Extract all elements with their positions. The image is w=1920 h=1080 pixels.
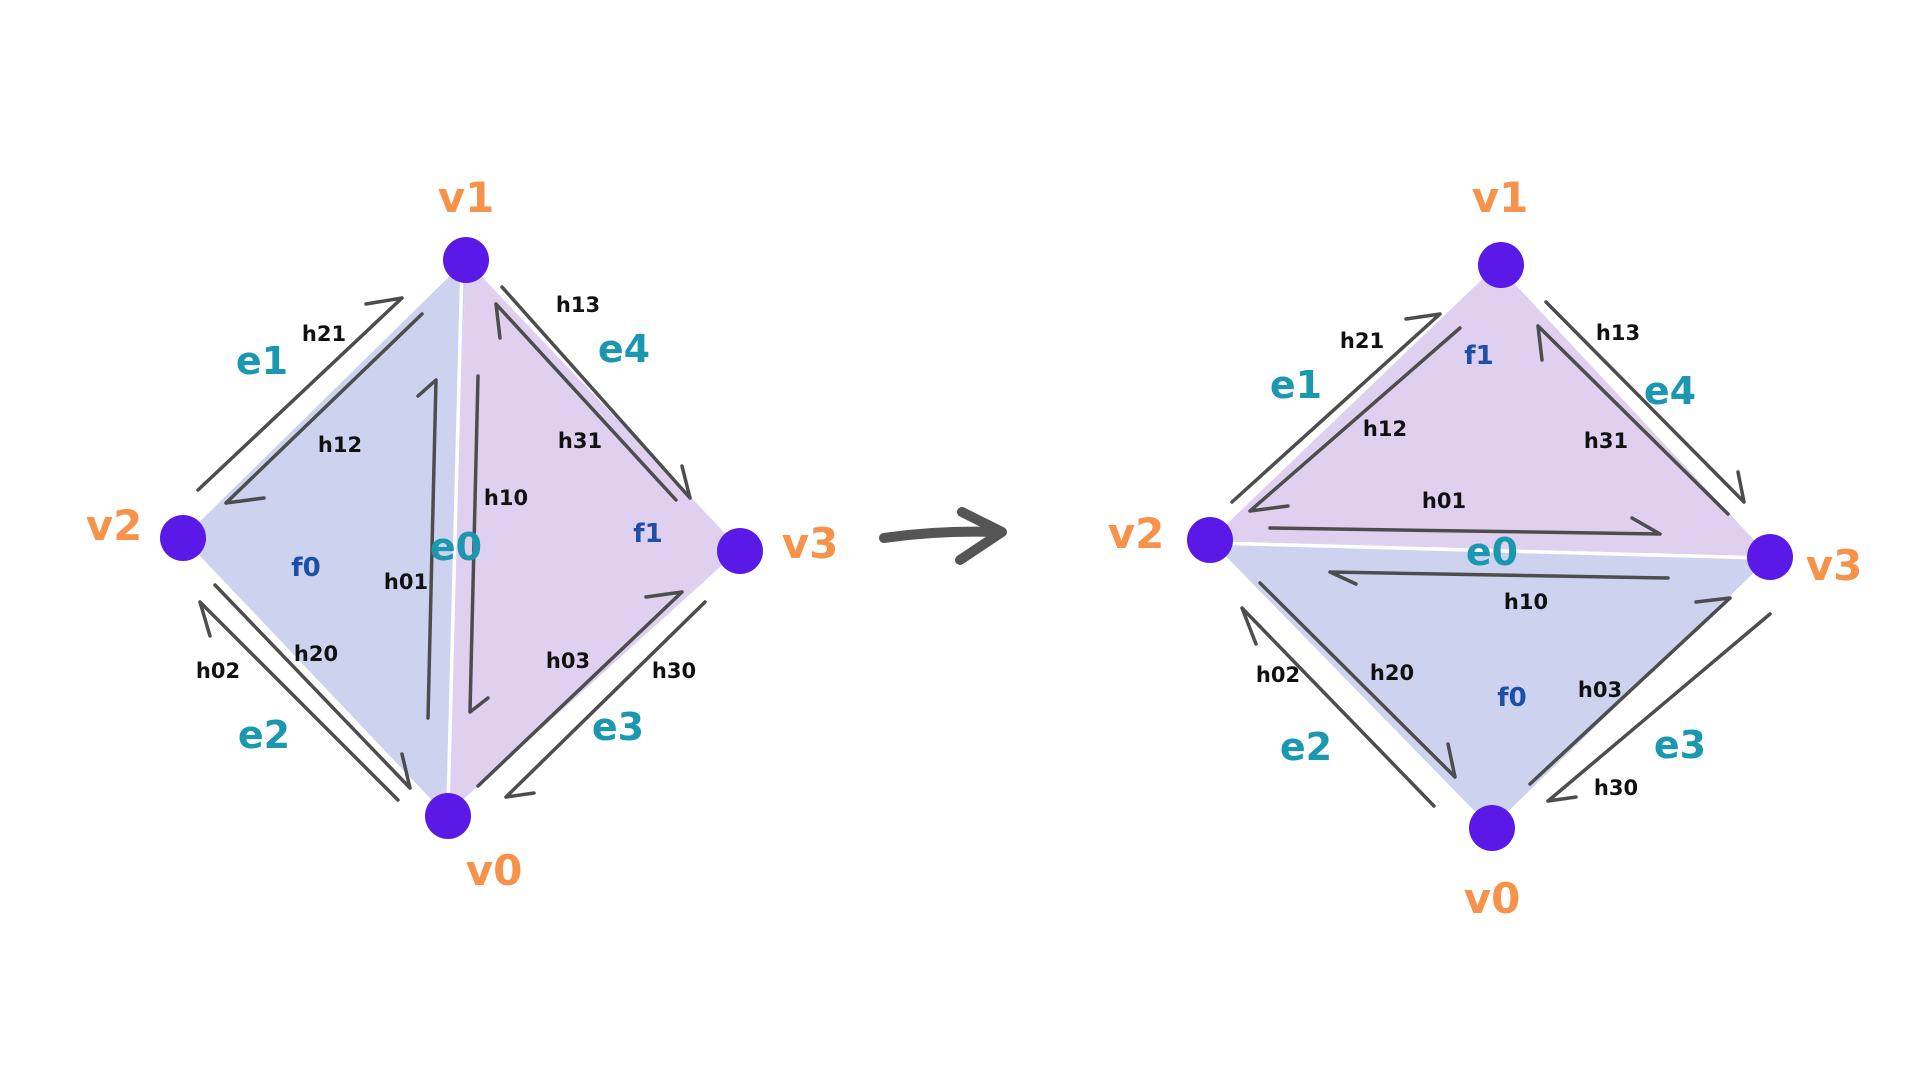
left-halfedge-h02 bbox=[198, 600, 400, 802]
left-vertex-label-v1: v1 bbox=[438, 173, 495, 222]
right-mesh: v1 v2 v3 v0 e1 e4 e0 e2 e3 h21 h12 h13 h… bbox=[1108, 173, 1863, 923]
left-halfedge-h30 bbox=[504, 600, 707, 799]
right-face-label-f1: f1 bbox=[1464, 341, 1493, 371]
left-face-f0 bbox=[183, 260, 466, 815]
left-halfedge-h12 bbox=[224, 312, 424, 505]
right-face-f0 bbox=[1210, 540, 1770, 828]
right-edge-label-e3: e3 bbox=[1654, 723, 1706, 767]
right-vertex-v1 bbox=[1478, 242, 1524, 288]
right-vertex-label-v2: v2 bbox=[1108, 509, 1165, 558]
right-halfedge-label-h03: h03 bbox=[1578, 678, 1622, 702]
right-edge-label-e2: e2 bbox=[1280, 725, 1332, 769]
right-halfedge-label-h20: h20 bbox=[1370, 661, 1414, 685]
left-halfedge-h20 bbox=[213, 583, 412, 790]
right-edge-label-e1: e1 bbox=[1270, 363, 1322, 407]
left-vertex-v3 bbox=[717, 528, 763, 574]
right-halfedge-h01 bbox=[1268, 516, 1662, 536]
right-halfedge-label-h02: h02 bbox=[1256, 663, 1300, 687]
right-halfedge-h30 bbox=[1546, 612, 1772, 803]
right-halfedge-h03 bbox=[1528, 596, 1732, 786]
left-halfedge-label-h10: h10 bbox=[484, 486, 528, 510]
right-face-label-f0: f0 bbox=[1497, 683, 1526, 713]
right-vertex-v0 bbox=[1469, 805, 1515, 851]
left-vertex-label-v3: v3 bbox=[782, 519, 839, 568]
right-vertex-v2 bbox=[1187, 517, 1233, 563]
right-halfedge-h20 bbox=[1258, 581, 1457, 779]
left-vertex-label-v0: v0 bbox=[466, 846, 523, 895]
left-edge-e0 bbox=[446, 265, 464, 809]
right-arrow-icon bbox=[879, 507, 1007, 565]
right-halfedge-label-h31: h31 bbox=[1584, 429, 1628, 453]
right-vertex-v3 bbox=[1747, 534, 1793, 580]
left-halfedge-label-h01: h01 bbox=[384, 570, 428, 594]
right-halfedge-label-h13: h13 bbox=[1596, 321, 1640, 345]
right-face-f1 bbox=[1210, 265, 1770, 557]
right-halfedge-label-h12: h12 bbox=[1363, 417, 1407, 441]
left-edge-label-e2: e2 bbox=[238, 713, 290, 757]
right-halfedge-h31 bbox=[1536, 324, 1730, 516]
left-halfedge-h21 bbox=[196, 296, 404, 492]
left-halfedge-h01 bbox=[416, 378, 438, 720]
left-edge-label-e1: e1 bbox=[236, 339, 288, 383]
right-halfedge-h10 bbox=[1328, 570, 1670, 586]
right-edge-label-e4: e4 bbox=[1644, 369, 1696, 413]
left-face-label-f0: f0 bbox=[291, 553, 320, 583]
right-halfedge-h21 bbox=[1230, 312, 1442, 504]
right-halfedge-label-h10: h10 bbox=[1504, 590, 1548, 614]
left-vertex-label-v2: v2 bbox=[86, 501, 143, 550]
right-halfedge-label-h30: h30 bbox=[1594, 776, 1638, 800]
left-halfedge-label-h12: h12 bbox=[318, 433, 362, 457]
left-halfedge-label-h31: h31 bbox=[558, 429, 602, 453]
right-halfedge-label-h21: h21 bbox=[1340, 329, 1384, 353]
left-halfedge-label-h02: h02 bbox=[196, 659, 240, 683]
left-halfedge-label-h03: h03 bbox=[546, 649, 590, 673]
left-halfedge-label-h21: h21 bbox=[302, 322, 346, 346]
right-halfedge-h02 bbox=[1240, 606, 1436, 808]
left-halfedge-h31 bbox=[494, 302, 678, 502]
right-halfedge-h12 bbox=[1248, 326, 1462, 513]
right-halfedge-label-h01: h01 bbox=[1422, 489, 1466, 513]
left-edge-label-e0: e0 bbox=[430, 525, 482, 569]
left-halfedge-label-h30: h30 bbox=[652, 659, 696, 683]
right-vertex-label-v1: v1 bbox=[1472, 173, 1529, 222]
left-edge-label-e3: e3 bbox=[592, 705, 644, 749]
left-halfedge-label-h20: h20 bbox=[294, 642, 338, 666]
left-face-label-f1: f1 bbox=[633, 519, 662, 549]
left-mesh: v1 v2 v3 v0 e1 e2 e4 e3 e0 h21 h12 h02 h… bbox=[86, 173, 839, 895]
right-edge-e0 bbox=[1213, 541, 1765, 560]
left-halfedge-h03 bbox=[476, 590, 684, 788]
left-vertex-v1 bbox=[443, 237, 489, 283]
right-halfedge-h13 bbox=[1544, 300, 1746, 504]
left-halfedge-h13 bbox=[500, 285, 692, 500]
left-halfedge-label-h13: h13 bbox=[556, 293, 600, 317]
left-halfedge-h10 bbox=[468, 374, 490, 714]
left-vertex-v2 bbox=[160, 515, 206, 561]
left-face-f1 bbox=[446, 260, 740, 815]
right-vertex-label-v3: v3 bbox=[1806, 541, 1863, 590]
left-vertex-v0 bbox=[425, 793, 471, 839]
right-edge-label-e0: e0 bbox=[1466, 530, 1518, 574]
right-vertex-label-v0: v0 bbox=[1464, 874, 1521, 923]
left-edge-label-e4: e4 bbox=[598, 327, 650, 371]
